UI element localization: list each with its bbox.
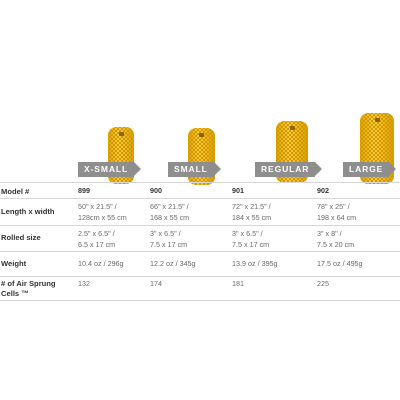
- row-label-length: Length x width: [1, 207, 55, 216]
- table-row-weight: Weight 10.4 oz / 296g 12.2 oz / 345g 13.…: [0, 251, 400, 276]
- row-label-weight: Weight: [1, 259, 27, 268]
- cell-rolled-xsmall: 2.5" x 6.5" / 6.5 x 17 cm: [78, 229, 115, 250]
- size-tag-regular: REGULAR: [255, 162, 323, 177]
- cell-length-xsmall-imperial: 50" x 21.5" /: [78, 202, 117, 211]
- size-tag-small: SMALL: [168, 162, 221, 177]
- cell-length-large: 78" x 25" / 198 x 64 cm: [317, 202, 356, 223]
- cell-rolled-large: 3" x 8" / 7.5 x 20 cm: [317, 229, 354, 250]
- table-row-rolled: Rolled size 2.5" x 6.5" / 6.5 x 17 cm 3"…: [0, 225, 400, 251]
- cell-length-large-imperial: 78" x 25" /: [317, 202, 350, 211]
- cell-cells-small: 174: [150, 279, 162, 288]
- cell-weight-regular: 13.9 oz / 395g: [232, 259, 278, 268]
- row-label-cells: # of Air Sprung Cells ™: [1, 279, 56, 298]
- pad-illustrations: X-SMALL SMALL REGULAR LARGE: [0, 0, 400, 185]
- cell-model-large: 902: [317, 186, 329, 195]
- cell-rolled-regular-metric: 7.5 x 17 cm: [232, 239, 270, 249]
- cell-rolled-xsmall-metric: 6.5 x 17 cm: [78, 239, 116, 249]
- table-row-length: Length x width 50" x 21.5" / 128cm x 55 …: [0, 198, 400, 225]
- cell-rolled-regular-imperial: 3" x 6.5" /: [232, 229, 263, 238]
- cell-length-small-metric: 168 x 55 cm: [150, 212, 190, 222]
- cell-model-xsmall: 899: [78, 186, 90, 195]
- cell-length-small: 66" x 21.5" / 168 x 55 cm: [150, 202, 189, 223]
- cell-cells-regular: 181: [232, 279, 244, 288]
- size-tag-xsmall: X-SMALL: [78, 162, 142, 177]
- cell-rolled-small-metric: 7.5 x 17 cm: [150, 239, 188, 249]
- table-row-model: Model # 899 900 901 902: [0, 182, 400, 198]
- cell-rolled-small: 3" x 6.5" / 7.5 x 17 cm: [150, 229, 187, 250]
- cell-weight-xsmall: 10.4 oz / 296g: [78, 259, 124, 268]
- cell-length-regular-metric: 184 x 55 cm: [232, 212, 272, 222]
- cell-length-small-imperial: 66" x 21.5" /: [150, 202, 189, 211]
- row-label-model: Model #: [1, 187, 30, 196]
- cell-length-regular-imperial: 72" x 21.5" /: [232, 202, 271, 211]
- table-row-cells: # of Air Sprung Cells ™ 132 174 181 225: [0, 276, 400, 301]
- row-label-rolled: Rolled size: [1, 233, 41, 242]
- cell-length-regular: 72" x 21.5" / 184 x 55 cm: [232, 202, 271, 223]
- cell-model-small: 900: [150, 186, 162, 195]
- cell-length-xsmall-metric: 128cm x 55 cm: [78, 212, 127, 222]
- cell-rolled-large-imperial: 3" x 8" /: [317, 229, 342, 238]
- cell-rolled-large-metric: 7.5 x 20 cm: [317, 239, 355, 249]
- cell-rolled-regular: 3" x 6.5" / 7.5 x 17 cm: [232, 229, 269, 250]
- cell-cells-large: 225: [317, 279, 329, 288]
- cell-model-regular: 901: [232, 186, 244, 195]
- cell-length-xsmall: 50" x 21.5" / 128cm x 55 cm: [78, 202, 127, 223]
- cell-length-large-metric: 198 x 64 cm: [317, 212, 357, 222]
- cell-rolled-small-imperial: 3" x 6.5" /: [150, 229, 181, 238]
- size-tag-large: LARGE: [343, 162, 397, 177]
- cell-weight-small: 12.2 oz / 345g: [150, 259, 196, 268]
- cell-rolled-xsmall-imperial: 2.5" x 6.5" /: [78, 229, 115, 238]
- cell-cells-xsmall: 132: [78, 279, 90, 288]
- cell-weight-large: 17.5 oz / 495g: [317, 259, 363, 268]
